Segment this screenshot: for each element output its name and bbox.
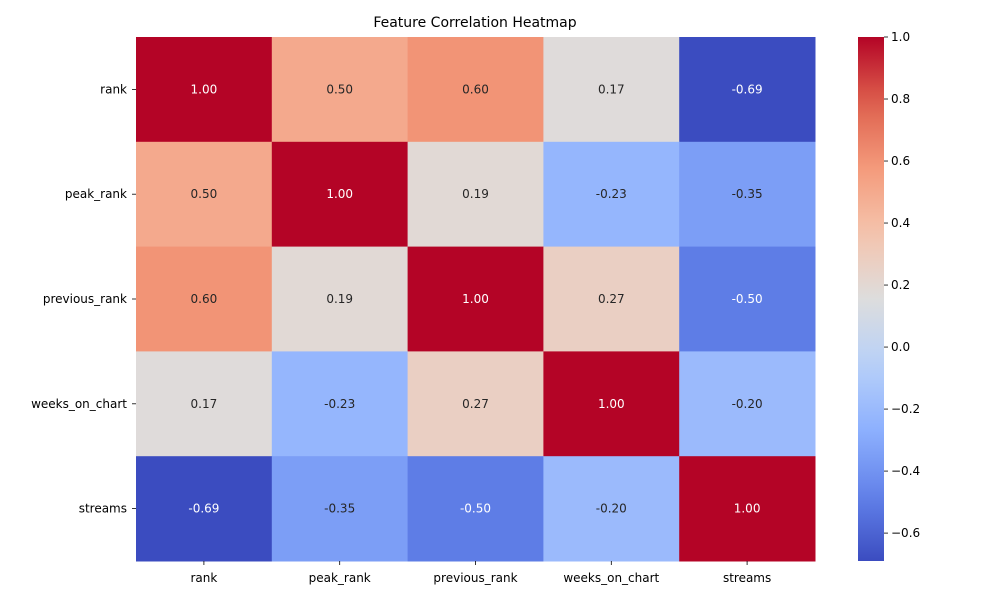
heatmap-cell bbox=[543, 37, 680, 143]
heatmap-cell bbox=[407, 246, 544, 352]
x-axis: rank peak_rank previous_rank weeks_on_chart… bbox=[190, 561, 771, 585]
heatmap-cell bbox=[407, 351, 544, 457]
heatmap-cell-label: 0.27 bbox=[462, 397, 489, 411]
y-tick-label: peak_rank bbox=[65, 187, 127, 201]
x-tick-label: peak_rank bbox=[309, 571, 371, 585]
x-tick-label: previous_rank bbox=[433, 571, 517, 585]
heatmap-cell bbox=[407, 141, 544, 248]
heatmap-cell-label: 0.60 bbox=[462, 82, 489, 96]
heatmap-cell bbox=[271, 246, 409, 352]
heatmap-cell-label: -0.20 bbox=[732, 397, 763, 411]
heatmap-cell-label: -0.69 bbox=[188, 502, 219, 516]
colorbar-tick-label: 0.4 bbox=[891, 216, 910, 230]
heatmap-cell-label: 0.50 bbox=[191, 187, 218, 201]
heatmap-cell-label: -0.50 bbox=[460, 502, 491, 516]
colorbar-tick-label: 0.0 bbox=[891, 340, 910, 354]
heatmap-cell bbox=[679, 37, 816, 143]
heatmap-cell bbox=[543, 246, 680, 352]
heatmap-cell bbox=[543, 456, 680, 562]
heatmap-cell-label: -0.20 bbox=[596, 502, 627, 516]
colorbar-tick-label: 0.8 bbox=[891, 92, 910, 106]
heatmap-cell-label: 1.00 bbox=[191, 82, 218, 96]
heatmap-cell-label: 1.00 bbox=[734, 502, 761, 516]
heatmap-cell bbox=[679, 351, 816, 457]
heatmap-cell-label: 1.00 bbox=[598, 397, 625, 411]
colorbar-tick-label: 0.6 bbox=[891, 154, 910, 168]
heatmap-cell bbox=[679, 456, 816, 562]
colorbar-tick-label: −0.4 bbox=[891, 464, 920, 478]
heatmap-cell bbox=[136, 37, 273, 143]
heatmap-cell-labels: 1.00 0.50 0.60 0.17 -0.69 0.50 1.00 0.19 -0.23 -0… bbox=[188, 82, 762, 515]
heatmap-cell-label: -0.23 bbox=[596, 187, 627, 201]
colorbar-tick-label: −0.6 bbox=[891, 526, 920, 540]
heatmap-cell-label: -0.50 bbox=[732, 292, 763, 306]
heatmap-cell-label: -0.35 bbox=[324, 502, 355, 516]
heatmap-cell-label: 1.00 bbox=[462, 292, 489, 306]
heatmap-cell bbox=[271, 37, 409, 143]
heatmap-cell-label: 0.19 bbox=[462, 187, 489, 201]
heatmap-cell-label: 0.50 bbox=[326, 82, 353, 96]
heatmap-cell-label: 0.27 bbox=[598, 292, 625, 306]
heatmap-cell bbox=[543, 141, 680, 248]
heatmap-cell bbox=[136, 456, 273, 562]
y-tick-label: streams bbox=[79, 502, 127, 516]
y-tick-label: previous_rank bbox=[43, 292, 127, 306]
heatmap-cell bbox=[407, 456, 544, 562]
x-tick-label: weeks_on_chart bbox=[563, 571, 659, 585]
heatmap-cell bbox=[679, 141, 816, 248]
y-tick-label: weeks_on_chart bbox=[31, 397, 127, 411]
heatmap-cell bbox=[136, 246, 273, 352]
heatmap-cell bbox=[271, 141, 409, 248]
chart-title: Feature Correlation Heatmap bbox=[373, 15, 576, 31]
colorbar-tick-label: −0.2 bbox=[891, 402, 920, 416]
y-tick-label: rank bbox=[100, 82, 127, 96]
heatmap-cell bbox=[679, 246, 816, 352]
heatmap-cell-label: -0.69 bbox=[732, 82, 763, 96]
heatmap-cell-label: 1.00 bbox=[326, 187, 353, 201]
heatmap-cell-label: 0.17 bbox=[191, 397, 218, 411]
heatmap-cell bbox=[407, 37, 544, 143]
colorbar-tick-label: 0.2 bbox=[891, 278, 910, 292]
heatmap-cell bbox=[136, 141, 273, 248]
y-axis: rank peak_rank previous_rank weeks_on_chart… bbox=[31, 82, 136, 516]
colorbar-gradient bbox=[858, 37, 884, 561]
colorbar: 1.0 0.8 0.6 0.4 0.2 0.0 −0.2 −0.4 −0.6 bbox=[858, 30, 920, 561]
heatmap-cell-label: 0.17 bbox=[598, 82, 625, 96]
x-tick-label: streams bbox=[723, 571, 771, 585]
heatmap-cell bbox=[271, 456, 409, 562]
heatmap-cell-label: 0.60 bbox=[191, 292, 218, 306]
colorbar-tick-label: 1.0 bbox=[891, 30, 910, 44]
heatmap-cell bbox=[543, 351, 680, 457]
heatmap-cell-label: -0.23 bbox=[324, 397, 355, 411]
heatmap-cell-label: -0.35 bbox=[732, 187, 763, 201]
heatmap-cells bbox=[136, 37, 816, 562]
heatmap-cell bbox=[136, 351, 273, 457]
x-tick-label: rank bbox=[190, 571, 217, 585]
heatmap-cell bbox=[271, 351, 409, 457]
heatmap-cell-label: 0.19 bbox=[326, 292, 353, 306]
